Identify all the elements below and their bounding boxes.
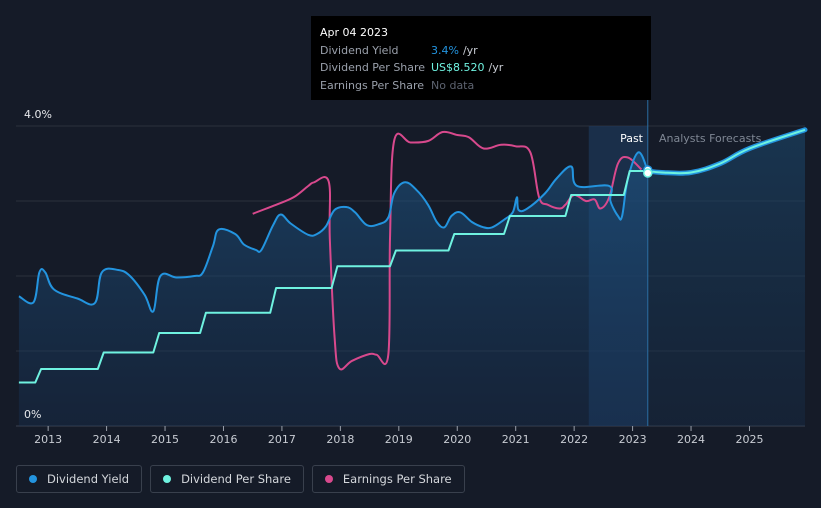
x-tick-label: 2013: [34, 433, 62, 446]
legend-item-dividend-per-share[interactable]: Dividend Per Share: [150, 465, 304, 493]
legend-item-dividend-yield[interactable]: Dividend Yield: [16, 465, 143, 493]
legend-dot-dividend-yield: [29, 475, 37, 483]
series-lines: [18, 127, 808, 384]
dividend-per-share-marker: [643, 168, 653, 178]
tooltip-value-earnings-per-share: No data: [431, 78, 475, 92]
x-axis-ticks: 2013 2014 2015 2016 2017 2018 2019 2020 2021 2022…: [34, 426, 763, 446]
tooltip: Apr 04 2023 Dividend Yield 3.4% /yr Divi…: [311, 16, 651, 100]
tooltip-label-dividend-per-share: Dividend Per Share: [320, 61, 426, 74]
legend-dot-earnings-per-share: [324, 475, 333, 483]
dividend-yield-area: [18, 152, 648, 427]
x-tick-label: 2017: [268, 433, 296, 446]
forecast-region-label: Analysts Forecasts: [659, 132, 762, 145]
y-tick-label-top: 4.0%: [24, 108, 52, 121]
x-tick-label: 2020: [443, 433, 471, 446]
x-tick-label: 2022: [560, 433, 588, 446]
tooltip-unit-dividend-per-share: /yr: [488, 61, 504, 74]
legend-label-dividend-per-share: Dividend Per Share: [181, 472, 291, 486]
forecast-area: [647, 129, 805, 427]
legend-dot-dividend-per-share: [163, 475, 172, 483]
dividend-per-share-forecast-line: [647, 128, 806, 175]
tooltip-label-dividend-yield: Dividend Yield: [320, 43, 399, 57]
x-tick-label: 2015: [151, 433, 179, 446]
x-tick-label: 2014: [93, 433, 121, 446]
x-tick-label: 2016: [209, 433, 237, 446]
x-tick-label: 2025: [735, 433, 763, 446]
chart-legend: Dividend Yield Dividend Per Share Earnin…: [16, 465, 465, 493]
y-tick-label-bottom: 0%: [24, 408, 41, 421]
tooltip-label-earnings-per-share: Earnings Per Share: [320, 78, 425, 92]
cursor-markers: [643, 165, 653, 178]
x-tick-label: 2024: [677, 433, 705, 446]
dividend-per-share-line: [18, 170, 648, 384]
legend-item-earnings-per-share[interactable]: Earnings Per Share: [311, 465, 465, 493]
series-areas: [18, 129, 805, 427]
earnings-per-share-line: [252, 130, 643, 371]
tooltip-value-dividend-yield: 3.4%: [431, 43, 459, 57]
tooltip-value-dividend-per-share: US$8.520: [431, 61, 485, 74]
legend-label-earnings-per-share: Earnings Per Share: [342, 472, 452, 486]
x-tick-label: 2023: [619, 433, 647, 446]
legend-label-dividend-yield: Dividend Yield: [47, 472, 130, 486]
x-tick-label: 2019: [385, 433, 413, 446]
tooltip-date: Apr 04 2023: [320, 26, 389, 39]
dividend-yield-line: [18, 151, 649, 313]
x-tick-label: 2018: [326, 433, 354, 446]
x-tick-label: 2021: [502, 433, 530, 446]
past-region-label: Past: [620, 132, 644, 145]
tooltip-unit-dividend-yield: /yr: [462, 43, 478, 57]
